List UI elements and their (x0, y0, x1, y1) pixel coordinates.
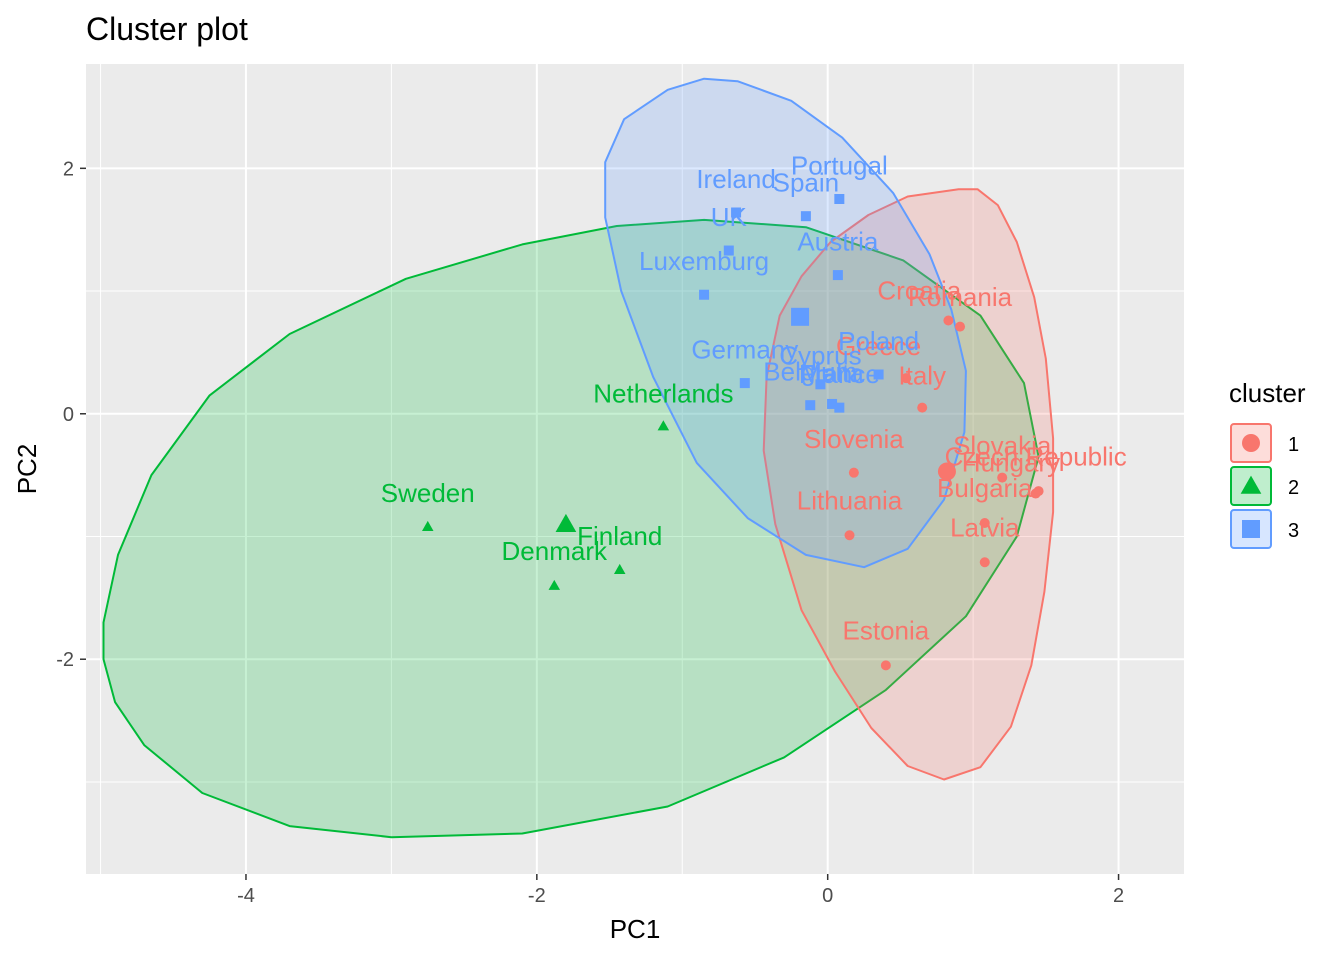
point-germany (739, 378, 750, 389)
legend-symbol-3 (1242, 520, 1260, 538)
y-tick-label: -2 (56, 649, 74, 671)
point-lithuania (844, 530, 855, 541)
y-tick-label: 0 (63, 404, 74, 426)
cluster-hull-1 (762, 188, 1055, 781)
label-slovenia: Slovenia (804, 424, 904, 454)
data-points (422, 194, 1044, 671)
point-belgium (805, 400, 816, 411)
point-netherlands (657, 420, 670, 431)
point-hungary (1030, 488, 1041, 499)
x-tick-label: -2 (528, 885, 546, 907)
point-sweden (422, 520, 434, 531)
label-lithuania: Lithuania (797, 486, 903, 516)
legend-label-1: 1 (1288, 434, 1299, 456)
point-malta (827, 398, 838, 409)
label-poland: Poland (838, 326, 919, 356)
point-finland (613, 563, 626, 574)
point-greece (901, 373, 912, 384)
label-luxemburg: Luxemburg (639, 246, 769, 276)
point-slovenia (848, 467, 859, 478)
point-romania (955, 321, 966, 332)
label-finland: Finland (577, 521, 662, 551)
centroid-1 (937, 462, 956, 481)
x-tick-label: 2 (1113, 885, 1124, 907)
y-axis: -2 0 2 (56, 158, 86, 671)
legend-symbol-2 (1240, 475, 1262, 494)
label-netherlands: Netherlands (593, 379, 733, 409)
legend-title: cluster (1229, 378, 1306, 408)
label-hungary: Hungary (962, 447, 1060, 477)
point-france (834, 402, 845, 413)
centroid-2 (555, 513, 577, 532)
label-austria: Austria (797, 227, 878, 257)
label-italy: Italy (898, 360, 946, 390)
legend-keys: 1 2 3 (1230, 423, 1299, 549)
legend-symbol-1 (1242, 434, 1260, 452)
label-ireland: Ireland (696, 164, 776, 194)
point-poland (873, 369, 884, 380)
point-portugal (834, 194, 845, 204)
label-latvia: Latvia (950, 513, 1020, 543)
label-czech-republic: Czech Republic (945, 441, 1127, 471)
label-portugal: Portugal (791, 150, 888, 180)
centroid-3 (791, 307, 810, 326)
point-croatia (943, 315, 954, 326)
point-estonia (880, 660, 891, 671)
point-uk (723, 245, 734, 256)
label-germany: Germany (691, 335, 798, 365)
x-axis-title: PC1 (610, 914, 661, 944)
label-estonia: Estonia (843, 616, 930, 646)
point-austria (832, 270, 843, 281)
label-denmark: Denmark (502, 536, 608, 566)
label-sweden: Sweden (381, 478, 475, 508)
legend-label-3: 3 (1288, 520, 1299, 542)
cluster-hull-3 (604, 77, 967, 569)
point-spain (800, 211, 811, 222)
label-romania: Romania (908, 282, 1013, 312)
chart-title: Cluster plot (86, 11, 248, 47)
point-luxemburg (699, 289, 710, 300)
y-tick-label: 2 (63, 158, 74, 180)
label-croatia: Croatia (877, 276, 961, 306)
legend-label-2: 2 (1288, 477, 1299, 499)
legend: cluster 1 2 3 (1229, 378, 1306, 549)
grid-lines (86, 64, 1184, 874)
label-bulgaria: Bulgaria (937, 473, 1033, 503)
x-tick-label: -4 (237, 885, 255, 907)
point-italy (917, 402, 928, 413)
x-axis: -4 -2 0 2 (237, 874, 1124, 907)
label-france: France (799, 359, 880, 389)
label-uk: UK (711, 202, 748, 232)
point-ireland (731, 207, 742, 218)
point-latvia (979, 557, 990, 568)
cluster-hulls (102, 77, 1055, 839)
label-slovakia: Slovakia (953, 430, 1052, 460)
label-cyprus: Cyprus (779, 341, 861, 371)
x-tick-label: 0 (822, 885, 833, 907)
label-greece: Greece (836, 331, 921, 361)
label-belgium: Belgium (763, 357, 857, 387)
point-cyprus (815, 379, 826, 390)
point-bulgaria (979, 518, 990, 528)
y-axis-title: PC2 (12, 444, 42, 495)
label-spain: Spain (773, 168, 840, 198)
label-malta: Malta (800, 358, 864, 388)
point-slovakia (997, 472, 1008, 483)
cluster-centroids (555, 307, 956, 532)
point-denmark (548, 579, 561, 590)
